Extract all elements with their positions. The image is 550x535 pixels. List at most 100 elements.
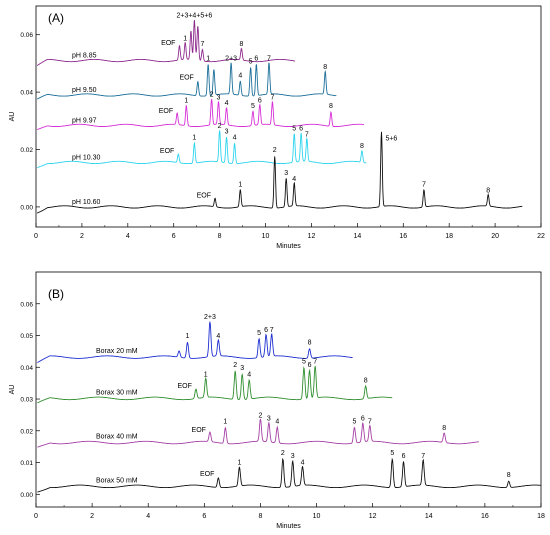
x-axis-label: Minutes [276,523,301,530]
peak-label: 2+3 [225,55,237,62]
series-name-label: pH 9.97 [72,117,97,124]
y-tick-label: 0.04 [20,365,33,372]
peak-label: 7 [270,327,274,334]
peak-label: 8 [507,472,511,479]
peak-label: 2 [281,450,285,457]
x-tick-label: 8 [218,233,222,240]
trace-line [36,131,523,214]
x-tick-label: 14 [425,513,433,520]
peak-label: 7 [305,131,309,138]
peak-label: EOF [159,108,173,115]
peak-label: 4 [292,176,296,183]
trace-line [37,457,541,493]
peak-label: 3 [267,415,271,422]
x-tick-label: 22 [537,233,545,240]
peak-label: 2 [258,412,262,419]
peak-label: 7 [313,359,317,366]
x-tick-label: 4 [146,513,150,520]
peak-label: 6 [308,362,312,369]
peak-label: 2 [218,123,222,130]
peak-label: 8 [486,187,490,194]
x-tick-label: 16 [399,233,407,240]
peak-label: 1 [204,371,208,378]
trace-line [36,62,337,100]
x-tick-label: 12 [308,233,316,240]
series-name-label: pH 9.50 [72,87,97,94]
trace-1-2: Borax 40 mM EOF 1 2 3 4 5 6 7 8 [37,412,479,448]
peak-label: 3 [291,453,295,460]
x-tick-label: 6 [202,513,206,520]
x-tick-label: 2 [80,233,84,240]
peak-label: EOF [160,148,174,155]
panel-label: (A) [48,11,64,25]
peak-label: 5 [292,126,296,133]
peak-label: EOF [179,75,193,82]
peak-label: 7 [422,182,426,189]
y-tick-label: 0.02 [20,147,33,154]
x-tick-label: 4 [126,233,130,240]
peak-label: 2 [273,147,277,154]
peak-label: 5 [352,419,356,426]
x-tick-label: 18 [537,513,545,520]
peak-label: 1 [206,55,210,62]
peak-label: 4 [216,333,220,340]
series-name-label: pH 10.60 [72,199,101,206]
trace-line [37,321,353,364]
peak-label: 2+3 [204,314,216,321]
peak-label: 1 [184,97,188,104]
peak-label: 5 [249,58,253,65]
y-tick-label: 0.03 [20,397,33,404]
peak-label: EOF [161,40,175,47]
peak-label: 8 [364,378,368,385]
peak-label: 6 [361,415,365,422]
peak-label: EOF [192,427,206,434]
trace-line [37,366,393,404]
series-name-label: pH 10.30 [72,154,101,161]
y-tick-label: 0.06 [20,32,33,39]
trace-line [36,99,364,131]
x-tick-label: 10 [313,513,321,520]
peak-label: 1 [238,182,242,189]
peak-label: 6 [402,453,406,460]
x-tick-label: 20 [491,233,499,240]
x-tick-label: 14 [353,233,361,240]
peak-label: 4 [233,134,237,141]
peak-label: 6 [299,126,303,133]
peak-label: 7 [270,94,274,101]
peak-label: 5 [302,359,306,366]
peak-label: 5+6 [385,135,397,142]
peak-label: 6 [258,97,262,104]
peak-label: 7 [368,419,372,426]
series-name-label: Borax 20 mM [96,348,138,355]
chart-panel-1: (B)0 2 4 6 8 10 12 14 16 180.000.010.020.030.040.… [9,271,545,530]
peak-label: 5 [257,330,261,337]
y-axis-label: AU [9,385,16,395]
y-tick-label: 0.00 [20,204,33,211]
peak-label: 1 [192,134,196,141]
peak-label: 1 [237,459,241,466]
y-tick-label: 0.01 [20,460,33,467]
peak-label: 3 [284,170,288,177]
series-name-label: Borax 40 mM [96,434,138,441]
panel-label: (B) [48,287,64,301]
x-tick-label: 2 [90,513,94,520]
peak-label: 8 [442,425,446,432]
peak-label: 2+3+4+5+6 [176,12,212,19]
peak-label: 7 [267,55,271,62]
peak-label: 8 [360,143,364,150]
trace-0-1: pH 9.50 EOF 1 2+3 4 5 6 7 8 [36,55,337,100]
trace-0-0: pH 8.85 EOF 1 2+3+4+5+6 7 8 [36,12,295,66]
peak-label: 4 [275,419,279,426]
peak-label: 5 [390,450,394,457]
peak-label: 6 [254,55,258,62]
peak-label: 2 [233,362,237,369]
peak-label: 7 [421,453,425,460]
x-tick-label: 0 [34,233,38,240]
trace-line [36,19,295,66]
peak-label: 8 [329,103,333,110]
x-tick-label: 8 [258,513,262,520]
peak-label: 4 [238,73,242,80]
